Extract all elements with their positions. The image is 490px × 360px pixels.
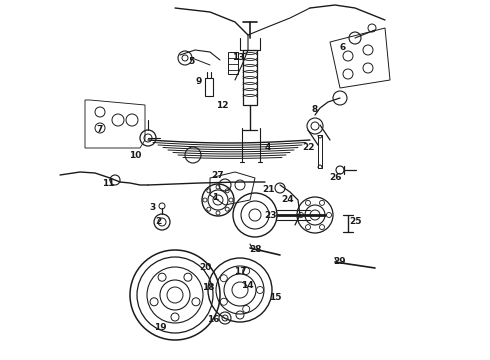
Text: 8: 8	[312, 105, 318, 114]
Text: 17: 17	[234, 267, 246, 276]
Text: 23: 23	[264, 211, 276, 220]
Text: 3: 3	[149, 202, 155, 211]
Text: 16: 16	[207, 315, 219, 324]
Text: 2: 2	[155, 217, 161, 226]
Text: 19: 19	[154, 324, 166, 333]
Bar	[243, 50, 257, 105]
Text: 21: 21	[262, 185, 274, 194]
Text: 9: 9	[196, 77, 202, 86]
Text: 14: 14	[241, 280, 253, 289]
Text: 28: 28	[249, 246, 261, 255]
Text: 13: 13	[232, 54, 244, 63]
Text: 27: 27	[212, 171, 224, 180]
Text: 4: 4	[265, 144, 271, 153]
Text: 29: 29	[334, 257, 346, 266]
Text: 12: 12	[216, 100, 228, 109]
Bar	[228, 52, 238, 74]
Text: 15: 15	[269, 292, 281, 302]
Text: 22: 22	[302, 144, 314, 153]
Text: 20: 20	[199, 262, 211, 271]
Text: 25: 25	[349, 217, 361, 226]
Text: 18: 18	[202, 284, 214, 292]
Text: 11: 11	[102, 179, 114, 188]
Text: 24: 24	[282, 195, 294, 204]
Text: 6: 6	[340, 44, 346, 53]
Text: 7: 7	[97, 126, 103, 135]
Bar	[205, 78, 213, 96]
Text: 5: 5	[188, 58, 194, 67]
Text: 26: 26	[329, 174, 341, 183]
Text: 1: 1	[212, 194, 218, 202]
Text: 10: 10	[129, 150, 141, 159]
